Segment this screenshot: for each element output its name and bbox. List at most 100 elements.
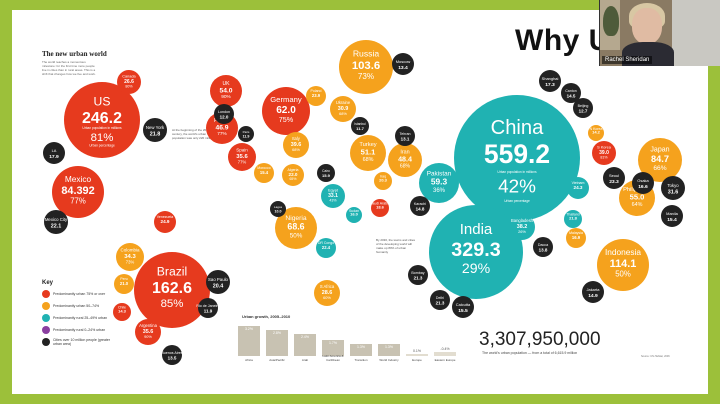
country-value: 22.0	[289, 172, 298, 177]
city-circle	[317, 164, 335, 182]
bar-value-label: 1.3%	[357, 344, 365, 349]
country-value: 68.6	[287, 222, 304, 232]
country-circle	[134, 252, 210, 328]
country-urban-pct: 68%	[339, 111, 347, 116]
city-name: Dacca	[538, 243, 548, 247]
country-circle	[388, 143, 422, 177]
city-name: Sao Paulo	[208, 277, 229, 282]
country-circle	[314, 280, 340, 306]
country-circle	[275, 207, 317, 249]
city-circle	[392, 53, 414, 75]
country-circle	[454, 95, 580, 221]
note-left: At the beginning of the 20th century, th…	[172, 128, 214, 140]
country-circle	[117, 70, 141, 94]
bar-category-label: Latin America & Caribbean	[322, 354, 344, 362]
city-circle	[632, 172, 654, 194]
city-circle	[162, 345, 182, 365]
city-value: 12.7	[579, 109, 588, 114]
city-circle	[143, 118, 167, 142]
city-value: 14.5	[567, 94, 576, 99]
bar-value-label: 2.4%	[301, 334, 309, 339]
country-circle	[116, 243, 144, 271]
country-urban-pct: 77%	[238, 159, 247, 164]
city-name: Karachi	[414, 202, 426, 206]
country-name: Bangladesh	[511, 218, 534, 223]
city-value: 17.9	[49, 154, 59, 160]
bar-value-label: 0.1%	[413, 349, 421, 353]
legend-swatch	[42, 338, 50, 346]
country-urban-pct: 77%	[70, 197, 86, 206]
country-value: 34.3	[124, 254, 136, 260]
country-value: 22.4	[322, 245, 331, 250]
city-value: 21.3	[414, 276, 423, 281]
country-name: Italy	[292, 136, 301, 141]
growth-bar: 3.2%	[238, 326, 260, 356]
country-value: 54.0	[219, 87, 232, 94]
country-circle	[64, 82, 140, 158]
city-circle	[661, 205, 683, 227]
city-name: Istanbul	[354, 122, 366, 126]
country-name: China	[491, 117, 544, 139]
country-name: UK	[222, 81, 230, 87]
bar-category-label: Europe	[412, 358, 422, 362]
webcam-feed: Rachel Sheridan	[599, 0, 720, 66]
pct-caption: Urban percentage	[504, 199, 530, 203]
country-urban-pct: 50%	[290, 232, 303, 239]
country-circle	[638, 138, 682, 182]
country-value: 24.9	[161, 219, 170, 224]
country-value: 35.6	[236, 154, 248, 160]
bar-value-label: -0.4%	[440, 347, 450, 352]
participant-name: Rachel Sheridan	[602, 56, 653, 64]
country-value: 35.6	[143, 329, 154, 335]
country-value: 21.0	[120, 281, 129, 286]
city-value: 16.6	[638, 184, 648, 190]
city-name: Tokyo	[667, 183, 679, 188]
city-name: Lagos	[274, 205, 283, 209]
city-circle	[43, 142, 65, 164]
country-name: Iraq	[380, 175, 386, 179]
city-circle	[408, 265, 428, 285]
country-value: 33.1	[328, 193, 338, 199]
country-circle	[114, 274, 134, 294]
country-value: 246.2	[82, 110, 122, 127]
city-value: 15.4	[667, 217, 677, 223]
city-circle	[395, 126, 415, 146]
country-name: Chile	[118, 306, 126, 310]
country-name: Indonesia	[605, 247, 641, 257]
city-circle	[603, 167, 625, 189]
bar-value-label: 1.3%	[385, 344, 393, 349]
country-circle	[262, 87, 310, 135]
value-caption: Urban population in millions	[82, 126, 122, 130]
country-circle	[228, 143, 256, 171]
city-circle	[573, 98, 593, 118]
presentation-slide: Why U The new urban world The world reac…	[12, 10, 708, 394]
city-name: London	[218, 110, 230, 114]
legend-item: Predominantly urban 50–74%	[42, 300, 117, 312]
country-urban-pct: 90%	[221, 94, 231, 100]
legend-item: Predominantly urban 75% or over	[42, 288, 117, 300]
legend-label: Predominantly urban 75% or over	[53, 292, 106, 296]
country-value: 28.6	[322, 290, 333, 296]
country-name: Vietnam	[572, 181, 585, 185]
country-value: 559.2	[484, 139, 550, 169]
country-urban-pct: 43%	[329, 198, 337, 202]
country-value: 14.3	[118, 309, 127, 314]
bar-value-label: 1.7%	[329, 341, 337, 346]
city-value: 21.8	[150, 131, 161, 137]
growth-bar: 2.4%	[294, 333, 316, 356]
